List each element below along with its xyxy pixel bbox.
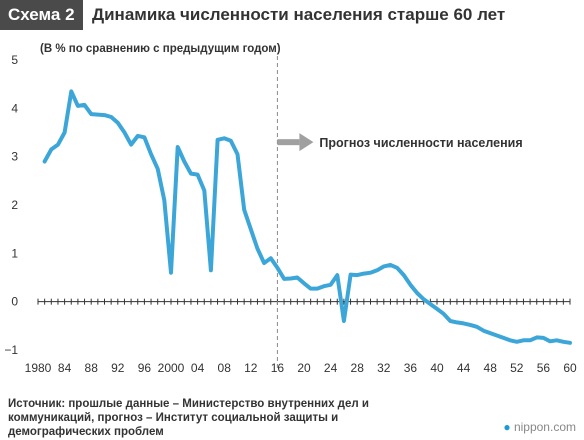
x-tick-label: 08 xyxy=(218,361,232,375)
x-tick-label: 20 xyxy=(297,361,311,375)
nippon-logo: ● nippon.com xyxy=(503,420,576,434)
x-tick-label: 28 xyxy=(351,361,365,375)
x-axis xyxy=(37,298,571,305)
x-tick-label: 44 xyxy=(457,361,471,375)
x-tick-label: 40 xyxy=(430,361,444,375)
x-tick-label: 04 xyxy=(191,361,205,375)
x-tick-label: 56 xyxy=(537,361,551,375)
y-tick-label: 2 xyxy=(11,198,18,212)
x-tick-label: 92 xyxy=(111,361,125,375)
x-tick-label: 96 xyxy=(138,361,152,375)
x-tick-label: 48 xyxy=(484,361,498,375)
y-tick-label: 4 xyxy=(11,101,18,115)
x-tick-label: 24 xyxy=(324,361,338,375)
y-tick-labels: −1 0 1 2 3 4 5 xyxy=(4,53,18,357)
y-tick-label: 1 xyxy=(11,246,18,260)
x-tick-label: 32 xyxy=(377,361,391,375)
x-tick-label: 1980 xyxy=(25,361,52,375)
x-tick-label: 52 xyxy=(510,361,524,375)
source-note: Источник: прошлые данные – Министерство … xyxy=(8,398,369,438)
forecast-arrow-icon xyxy=(277,133,314,152)
x-tick-label: 12 xyxy=(244,361,258,375)
header: Схема 2 Динамика численности населения с… xyxy=(0,0,584,30)
forecast-annotation: Прогноз численности населения xyxy=(319,136,522,150)
figure-badge: Схема 2 xyxy=(0,0,83,30)
y-axis-label: (В % по сравнению с предыдущим годом) xyxy=(40,43,281,55)
y-tick-label: 0 xyxy=(11,295,18,309)
series-line xyxy=(42,89,572,345)
x-tick-label: 36 xyxy=(404,361,418,375)
y-tick-label: 3 xyxy=(11,150,18,164)
chart-title: Динамика численности населения старше 60… xyxy=(92,5,506,24)
chart-area: (В % по сравнению с предыдущим годом) −1… xyxy=(4,43,577,375)
x-tick-label: 60 xyxy=(563,361,577,375)
y-tick-label: 5 xyxy=(11,53,18,67)
x-tick-label: 88 xyxy=(85,361,99,375)
y-tick-label: −1 xyxy=(4,343,18,357)
logo-suffix: .com xyxy=(549,420,576,434)
x-tick-labels: 1980 84 88 92 96 2000 04 08 12 16 20 24 28 32 36 40 44 48… xyxy=(25,361,577,375)
x-tick-label: 2000 xyxy=(158,361,185,375)
x-tick-label: 84 xyxy=(58,361,72,375)
logo-prefix: nippon xyxy=(513,420,550,434)
